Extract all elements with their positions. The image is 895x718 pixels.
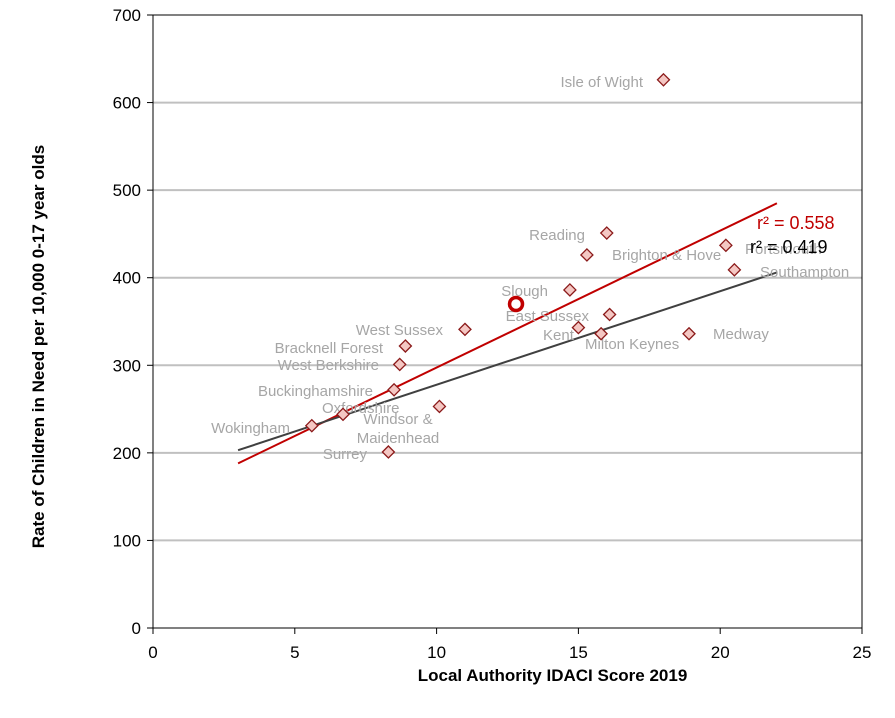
data-point <box>336 407 350 422</box>
point-label: East Sussex <box>506 308 590 325</box>
point-label: Milton Keynes <box>585 336 679 353</box>
y-tick-label: 200 <box>113 444 141 463</box>
data-point <box>727 262 742 277</box>
highlight-point <box>507 295 525 313</box>
data-point <box>594 326 609 341</box>
data-point <box>656 72 671 87</box>
y-axis-ticks: 0 100 200 300 400 500 600 700 <box>113 6 153 638</box>
point-labels: Isle of Wight Reading Portsmouth Brighton &… <box>211 74 849 463</box>
data-point <box>458 322 472 337</box>
y-tick-label: 300 <box>113 356 141 375</box>
highlight-marker <box>507 295 525 313</box>
data-point <box>579 248 594 262</box>
data-point <box>304 418 319 433</box>
x-tick-label: 0 <box>148 643 157 662</box>
data-point <box>562 283 577 297</box>
point-label: Surrey <box>323 446 368 463</box>
data-point <box>398 339 413 353</box>
point-label: Brighton & Hove <box>612 247 721 264</box>
point-label: Isle of Wight <box>560 74 643 91</box>
r-squared-labels: r² = 0.558 r² = 0.419 <box>750 213 835 257</box>
y-tick-label: 100 <box>113 531 141 550</box>
point-label: Bracknell Forest <box>275 340 384 357</box>
data-point <box>718 238 733 253</box>
y-tick-label: 0 <box>132 619 141 638</box>
data-point <box>387 382 401 397</box>
data-point <box>602 307 617 322</box>
point-label: Buckinghamshire <box>258 383 373 400</box>
point-label: Medway <box>713 326 769 343</box>
data-point <box>381 445 396 459</box>
point-label: Reading <box>529 227 585 244</box>
grid-lines <box>153 101 862 542</box>
r-squared-label: r² = 0.419 <box>750 237 828 257</box>
point-label: Slough <box>501 283 548 300</box>
x-tick-label: 5 <box>290 643 299 662</box>
data-point <box>571 320 586 335</box>
point-label: Portsmouth <box>745 241 822 258</box>
point-label: Wokingham <box>211 420 290 437</box>
x-tick-label: 25 <box>853 643 872 662</box>
y-tick-label: 500 <box>113 181 141 200</box>
x-tick-label: 10 <box>427 643 446 662</box>
point-label: West Berkshire <box>278 357 379 374</box>
data-points <box>304 72 742 459</box>
x-axis-ticks: 0 5 10 15 20 25 <box>148 628 871 662</box>
y-tick-label: 700 <box>113 6 141 25</box>
y-tick-label: 600 <box>113 94 141 113</box>
data-point <box>392 357 407 372</box>
data-point <box>599 226 614 240</box>
point-label: Kent <box>543 327 575 344</box>
trendline <box>237 271 778 452</box>
data-point <box>682 326 696 341</box>
r-squared-label: r² = 0.558 <box>757 213 835 233</box>
point-label: Windsor & Maidenhead <box>357 411 440 447</box>
point-label: Oxfordshire <box>322 400 400 417</box>
y-axis-title: Rate of Children in Need per 10,000 0-17… <box>29 145 48 548</box>
x-tick-label: 15 <box>569 643 588 662</box>
point-label: Southampton <box>760 264 849 281</box>
point-label: West Sussex <box>356 322 444 339</box>
plot-area-frame <box>152 14 863 629</box>
y-tick-label: 400 <box>113 269 141 288</box>
trendlines <box>237 202 778 465</box>
data-point <box>432 399 447 414</box>
x-tick-label: 20 <box>711 643 730 662</box>
x-axis-title: Local Authority IDACI Score 2019 <box>418 666 688 685</box>
